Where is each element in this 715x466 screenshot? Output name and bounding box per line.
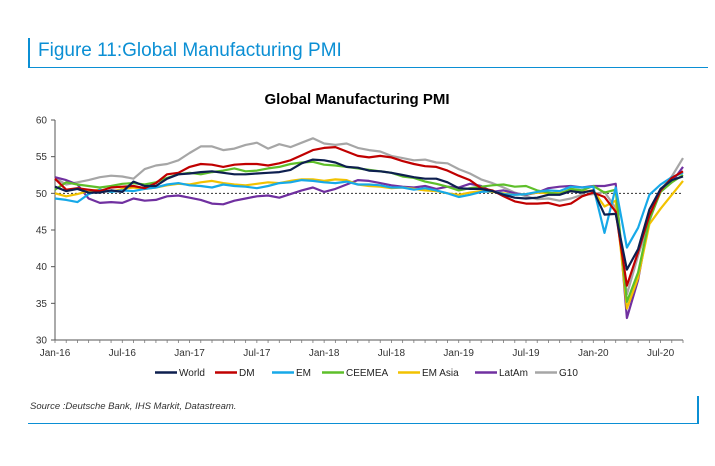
x-tick-label: Jul-19 [512,348,540,359]
figure-title-rule [28,67,708,68]
series-line-latam [54,166,684,320]
x-tick-label: Jan-18 [309,348,340,359]
y-tick-label: 60 [36,116,48,127]
legend-label: World [179,368,205,379]
chart-title: Global Manufacturing PMI [264,91,449,108]
axes: 30 35 40 45 50 55 60 Jan-16 Jul-16 Jan-17 Jul-17 Ja… [36,116,684,359]
series-line-em-asia [54,178,684,310]
series-line-g10 [54,137,684,296]
x-tick-label: Jan-17 [174,348,205,359]
footer-accent-bar [697,396,699,424]
pmi-line-chart: Global Manufacturing PMI 30 35 40 45 50 55 60 J… [36,91,684,379]
series-line-em [54,171,684,249]
series-line-world [54,158,684,271]
legend-label: LatAm [499,368,528,379]
series-line-ceemea [54,160,684,303]
figure-accent-bar [28,38,30,68]
legend: World DM EM CEEMEA EM Asia LatAm G10 [155,368,578,379]
legend-label: DM [239,368,255,379]
y-tick-label: 35 [36,299,48,310]
series-lines [54,137,684,320]
x-tick-label: Jan-20 [578,348,609,359]
x-tick-label: Jul-16 [109,348,137,359]
figure-title: Figure 11:Global Manufacturing PMI [38,40,342,61]
legend-label: CEEMEA [346,368,389,379]
y-tick-label: 50 [36,189,48,200]
legend-label: EM [296,368,311,379]
y-tick-label: 40 [36,262,48,273]
x-tick-label: Jul-20 [647,348,675,359]
figure-header: Figure 11:Global Manufacturing PMI [28,38,708,68]
footer-rule [28,423,698,424]
y-tick-label: 30 [36,336,48,347]
source-note: Source :Deutsche Bank, IHS Markit, Datas… [30,401,237,412]
legend-label: G10 [559,368,578,379]
legend-label: EM Asia [422,368,459,379]
series-line-dm [54,145,684,287]
y-tick-label: 55 [36,152,48,163]
x-tick-label: Jul-18 [378,348,406,359]
x-tick-label: Jul-17 [243,348,271,359]
x-tick-label: Jan-16 [40,348,71,359]
y-tick-label: 45 [36,226,48,237]
x-tick-label: Jan-19 [443,348,474,359]
